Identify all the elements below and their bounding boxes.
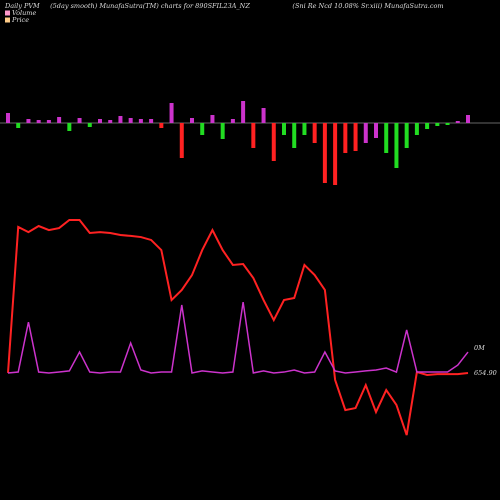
volume-bar bbox=[98, 119, 102, 123]
volume-bar bbox=[251, 123, 256, 148]
line-series bbox=[7, 301, 469, 374]
volume-bar bbox=[138, 119, 143, 123]
volume-bar bbox=[57, 117, 62, 123]
legend-label: Volume bbox=[12, 9, 36, 17]
volume-bar bbox=[220, 123, 225, 139]
volume-bar bbox=[425, 123, 430, 129]
volume-bar bbox=[46, 120, 51, 123]
volume-bar bbox=[210, 115, 215, 123]
chart-title: (5day smooth) MunafaSutra(TM) charts for… bbox=[50, 2, 250, 10]
volume-bar bbox=[26, 119, 31, 123]
volume-bar bbox=[343, 123, 348, 153]
line-series bbox=[7, 218, 469, 436]
volume-bar bbox=[312, 123, 317, 143]
volume-bar bbox=[36, 120, 41, 123]
volume-bar bbox=[363, 123, 368, 143]
volume-bar bbox=[435, 123, 440, 126]
volume-bar bbox=[271, 123, 276, 161]
volume-bar bbox=[128, 118, 133, 123]
volume-bar bbox=[230, 119, 235, 123]
volume-bar bbox=[179, 123, 184, 158]
volume-bar bbox=[374, 123, 378, 138]
volume-bar bbox=[16, 123, 21, 128]
volume-bar bbox=[241, 101, 246, 123]
price-label: 654.90 bbox=[474, 369, 497, 377]
volume-bar bbox=[149, 119, 154, 123]
legend-label: Price bbox=[11, 16, 29, 24]
volume-bar bbox=[384, 123, 389, 153]
volume-bar bbox=[445, 123, 450, 125]
volume-bar bbox=[159, 123, 164, 128]
volume-bar bbox=[77, 118, 82, 123]
volume-bar bbox=[190, 118, 194, 123]
legend-swatch bbox=[5, 17, 10, 23]
volume-bar bbox=[6, 113, 10, 123]
volume-bar bbox=[200, 123, 205, 135]
volume-bar bbox=[292, 123, 297, 148]
chart-title: (Sni Re Ncd 10.08% Sr.xiii) MunafaSutra.… bbox=[292, 2, 443, 10]
volume-label: 0M bbox=[474, 344, 485, 352]
volume-bar bbox=[322, 123, 327, 183]
volume-bar bbox=[404, 123, 409, 148]
volume-bar bbox=[108, 120, 113, 123]
volume-bar bbox=[455, 121, 460, 123]
volume-bar bbox=[169, 103, 174, 123]
volume-bar bbox=[282, 123, 286, 135]
chart-title: Daily PVM bbox=[4, 2, 40, 10]
volume-bar bbox=[118, 116, 123, 123]
volume-bar bbox=[87, 123, 92, 127]
volume-bar bbox=[333, 123, 338, 185]
volume-bar bbox=[394, 123, 399, 168]
volume-bar bbox=[414, 123, 419, 135]
volume-bar bbox=[261, 108, 266, 123]
legend-swatch bbox=[5, 10, 10, 16]
volume-bar bbox=[67, 123, 72, 131]
volume-bar bbox=[353, 123, 358, 151]
volume-bar bbox=[302, 123, 307, 135]
volume-bar bbox=[466, 115, 470, 123]
